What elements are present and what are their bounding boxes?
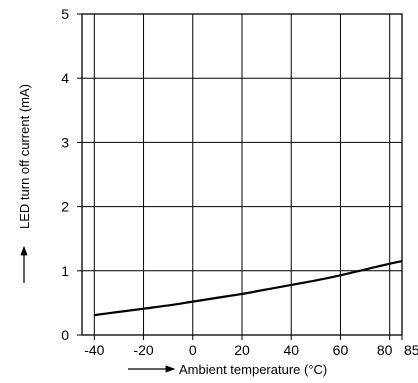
y-tick-label: 2 — [61, 199, 69, 215]
y-axis-label: LED turn off current (mA) — [17, 84, 32, 229]
x-tick-labels: -40 -20 0 20 40 60 80 85 — [84, 335, 418, 358]
x-tick-label: 60 — [333, 342, 349, 358]
y-tick-label: 1 — [61, 263, 69, 279]
x-tick-label: 85 — [404, 342, 418, 358]
x-axis-label-group: Ambient temperature (°C) — [128, 362, 327, 377]
x-tick-label: -20 — [133, 342, 153, 358]
grid — [82, 14, 402, 335]
y-tick-label: 4 — [61, 70, 69, 86]
x-tick-label: 40 — [283, 342, 299, 358]
y-axis-label-group: LED turn off current (mA) — [17, 84, 32, 283]
y-tick-label: 3 — [61, 134, 69, 150]
series-line — [94, 260, 403, 317]
x-tick-label: -40 — [84, 342, 104, 358]
y-tick-labels: 0 1 2 3 4 5 — [61, 6, 82, 343]
x-tick-label: 20 — [234, 342, 250, 358]
y-tick-label: 5 — [61, 6, 69, 22]
x-tick-label: 80 — [377, 342, 393, 358]
x-axis-label: Ambient temperature (°C) — [179, 362, 327, 377]
x-tick-label: 0 — [189, 342, 197, 358]
y-tick-label: 0 — [61, 327, 69, 343]
